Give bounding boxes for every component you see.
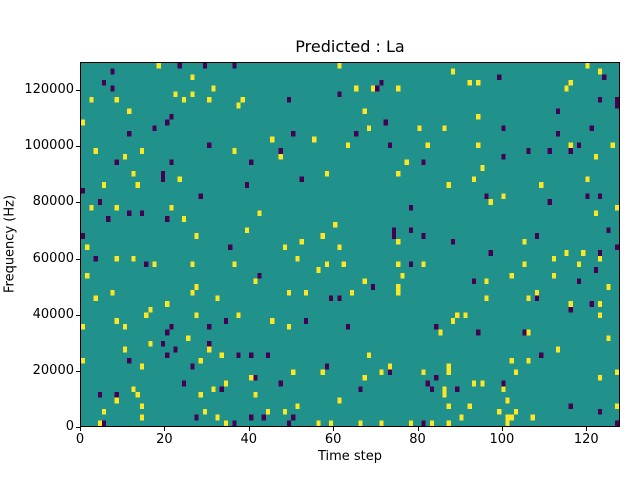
x-tick-label: 100 xyxy=(489,432,515,447)
x-axis-label: Time step xyxy=(317,449,383,464)
x-tick-label: 20 xyxy=(156,432,173,447)
plot-area xyxy=(80,62,620,427)
y-tick-label: 0 xyxy=(65,419,74,434)
y-tick-label: 20000 xyxy=(32,362,74,378)
y-tick-label: 100000 xyxy=(24,138,74,154)
y-axis-label: Frequency (Hz) xyxy=(2,194,18,294)
y-tick-label: 120000 xyxy=(24,82,74,98)
x-tick-label: 0 xyxy=(75,432,85,447)
x-tick-mark xyxy=(586,427,588,431)
x-tick-mark xyxy=(333,427,335,431)
x-tick-mark xyxy=(417,427,419,431)
x-tick-label: 40 xyxy=(240,432,258,447)
x-tick-label: 120 xyxy=(573,432,599,447)
x-tick-mark xyxy=(248,427,250,431)
x-tick-label: 60 xyxy=(324,432,342,447)
x-tick-mark xyxy=(80,427,81,431)
heatmap-canvas xyxy=(81,63,619,426)
y-tick-label: 40000 xyxy=(32,306,74,322)
x-tick-mark xyxy=(501,427,503,431)
chart-title: Predicted : La xyxy=(295,37,405,56)
x-tick-mark xyxy=(164,427,166,431)
x-tick-label: 80 xyxy=(409,432,426,447)
y-tick-mark xyxy=(76,427,80,428)
